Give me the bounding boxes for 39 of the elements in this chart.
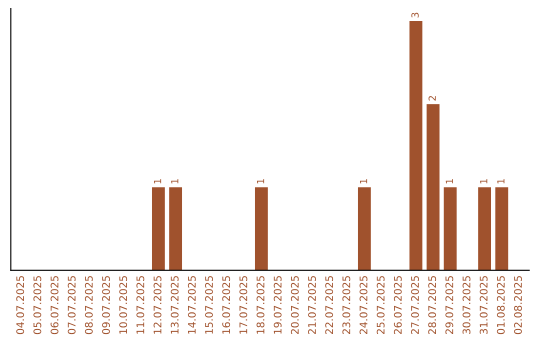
x-tick-label: 14.07.2025 — [188, 276, 196, 334]
data-label: 3 — [411, 12, 419, 18]
x-tick-label: 15.07.2025 — [205, 276, 213, 334]
x-tick-label: 28.07.2025 — [428, 276, 436, 334]
x-tick-label: 04.07.2025 — [16, 276, 24, 334]
x-tick-label: 12.07.2025 — [154, 276, 162, 334]
x-tick-label: 19.07.2025 — [274, 276, 282, 334]
x-tick-label: 22.07.2025 — [325, 276, 334, 334]
x-tick-label: 24.07.2025 — [360, 276, 368, 334]
x-tick-label: 25.07.2025 — [376, 276, 385, 334]
x-tick-label: 23.07.2025 — [342, 276, 350, 334]
x-tick-label: 17.07.2025 — [239, 276, 248, 334]
data-label: 2 — [428, 96, 436, 101]
x-tick-label: 07.07.2025 — [68, 276, 76, 334]
x-tick-label: 08.07.2025 — [84, 276, 93, 334]
data-label: 1 — [446, 179, 453, 184]
x-tick-label: 05.07.2025 — [33, 276, 42, 334]
x-tick-label: 13.07.2025 — [170, 276, 179, 334]
data-label: 1 — [257, 179, 264, 184]
data-label: 1 — [154, 179, 162, 184]
data-label: 1 — [480, 179, 488, 184]
x-tick-label: 09.07.2025 — [102, 276, 110, 334]
x-tick-label: 31.07.2025 — [480, 276, 488, 334]
data-label: 1 — [171, 179, 178, 184]
data-label: 1 — [497, 179, 504, 184]
data-label: 1 — [360, 179, 368, 184]
x-tick-label: 26.07.2025 — [394, 276, 402, 334]
x-tick-label: 29.07.2025 — [445, 276, 454, 334]
x-tick-label: 30.07.2025 — [462, 276, 470, 334]
x-tick-label: 02.08.2025 — [514, 276, 522, 334]
x-tick-label: 01.08.2025 — [496, 276, 505, 334]
x-tick-label: 18.07.2025 — [256, 276, 264, 334]
x-tick-label: 10.07.2025 — [119, 276, 128, 334]
x-tick-label: 21.07.2025 — [308, 276, 316, 334]
x-tick-label: 20.07.2025 — [290, 276, 299, 334]
x-tick-label: 16.07.2025 — [222, 276, 230, 334]
x-tick-label: 27.07.2025 — [411, 276, 419, 334]
x-tick-label: 06.07.2025 — [50, 276, 58, 334]
x-tick-label: 11.07.2025 — [136, 276, 144, 334]
